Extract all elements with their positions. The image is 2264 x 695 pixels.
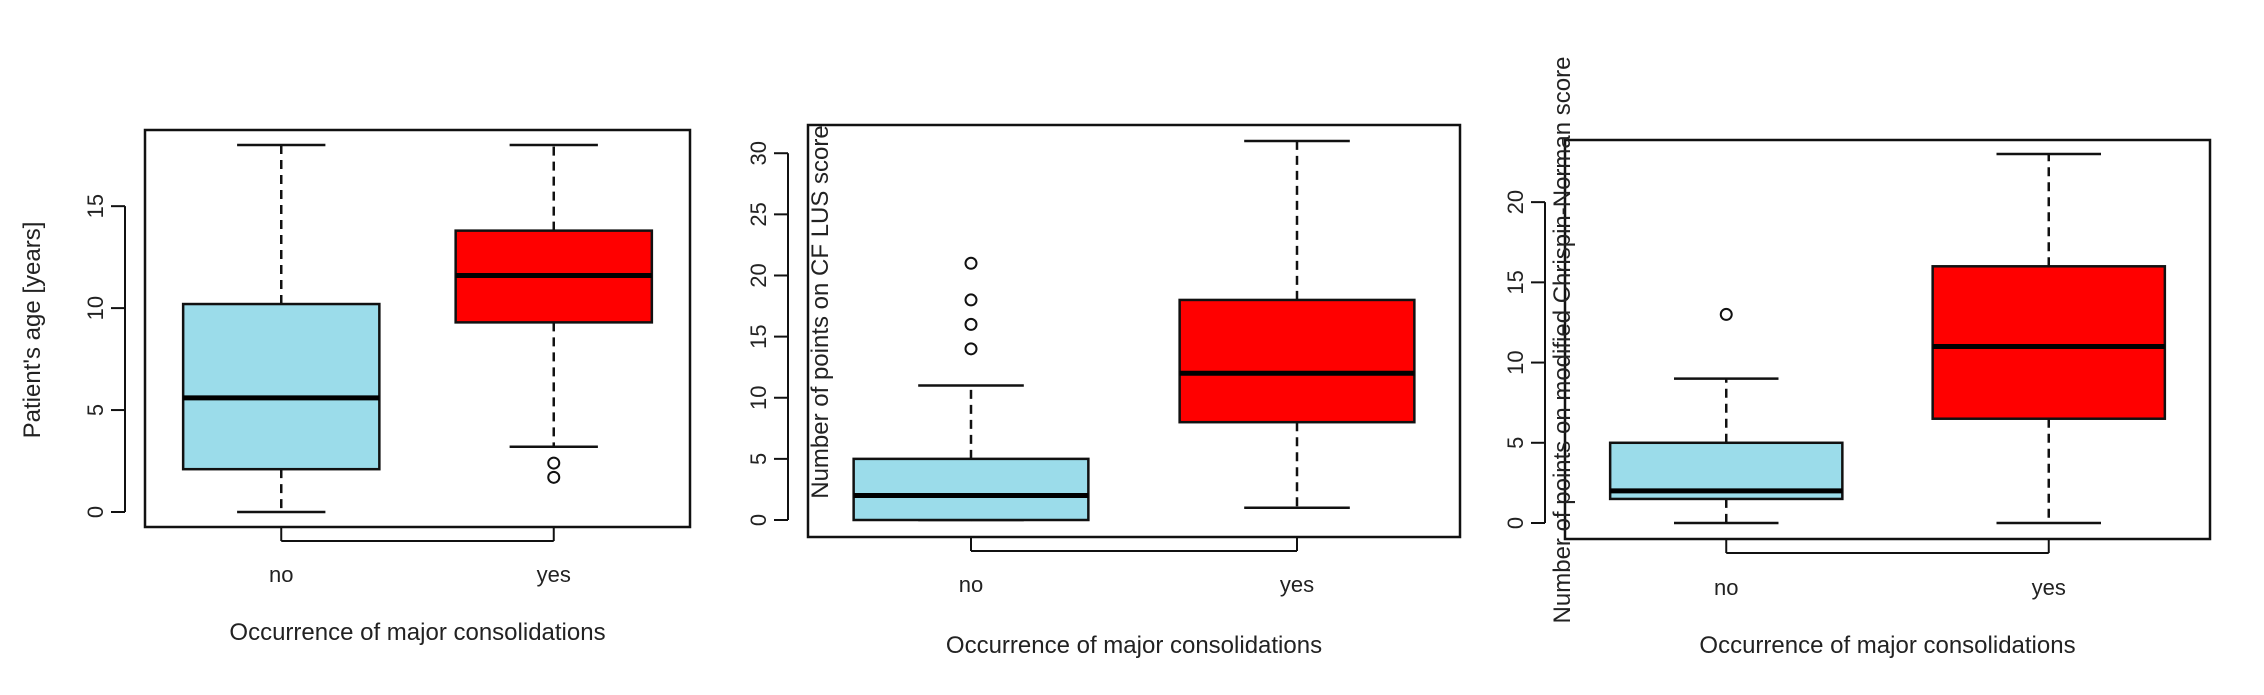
y-tick-label: 0 bbox=[746, 514, 771, 526]
box-no bbox=[852, 457, 1090, 522]
outlier-point-no bbox=[964, 317, 978, 331]
x-tick-label-yes: yes bbox=[2032, 575, 2066, 600]
y-tick-label: 0 bbox=[83, 506, 108, 518]
x-axis-title: Occurrence of major consolidations bbox=[229, 619, 605, 646]
x-tick-label-yes: yes bbox=[537, 562, 571, 587]
y-tick-label: 30 bbox=[746, 141, 771, 165]
y-tick-label: 15 bbox=[83, 194, 108, 218]
y-tick-label: 0 bbox=[1503, 517, 1528, 529]
y-tick-label: 10 bbox=[746, 385, 771, 409]
y-tick-label: 15 bbox=[1503, 270, 1528, 294]
x-tick-label-no: no bbox=[959, 572, 983, 597]
plot-frame bbox=[143, 128, 692, 529]
outlier-point-yes bbox=[547, 470, 561, 484]
x-tick-label-no: no bbox=[1714, 575, 1738, 600]
y-axis-title: Number of points on modified Chrispin-No… bbox=[1549, 57, 1576, 624]
y-tick-label: 25 bbox=[746, 202, 771, 226]
box-yes bbox=[1178, 298, 1416, 424]
y-tick-label: 10 bbox=[1503, 350, 1528, 374]
y-tick-label: 5 bbox=[83, 404, 108, 416]
y-axis-title: Number of points on CF LUS score bbox=[807, 125, 834, 499]
y-axis-title: Patient's age [years] bbox=[19, 222, 46, 439]
chart-panel-3: 0 5 10 15 20 no yes Occurrence of major consoli… bbox=[1503, 57, 2212, 659]
plot-frame bbox=[1563, 138, 2212, 541]
box-no bbox=[181, 302, 381, 471]
outlier-point-no bbox=[1719, 307, 1733, 321]
chart-panel-1: 0 5 10 15 no yes Occurrence of major consolida… bbox=[19, 128, 692, 646]
x-axis-title: Occurrence of major consolidations bbox=[946, 632, 1322, 659]
y-tick-label: 5 bbox=[1503, 437, 1528, 449]
plot-frame bbox=[806, 123, 1462, 539]
x-tick-label-no: no bbox=[269, 562, 293, 587]
outlier-point-no bbox=[964, 256, 978, 270]
outlier-point-yes bbox=[547, 456, 561, 470]
y-tick-label: 20 bbox=[1503, 190, 1528, 214]
x-tick-label-yes: yes bbox=[1280, 572, 1314, 597]
outlier-point-no bbox=[964, 342, 978, 356]
outlier-point-no bbox=[964, 293, 978, 307]
chart-panel-2: 0 5 10 15 20 25 30 no yes Occurrence of major con… bbox=[746, 123, 1462, 659]
box-yes bbox=[1931, 265, 2167, 420]
y-tick-label: 10 bbox=[83, 296, 108, 320]
y-tick-label: 5 bbox=[746, 453, 771, 465]
x-axis-title: Occurrence of major consolidations bbox=[1699, 632, 2075, 659]
y-tick-label: 20 bbox=[746, 263, 771, 287]
y-tick-label: 15 bbox=[746, 324, 771, 348]
